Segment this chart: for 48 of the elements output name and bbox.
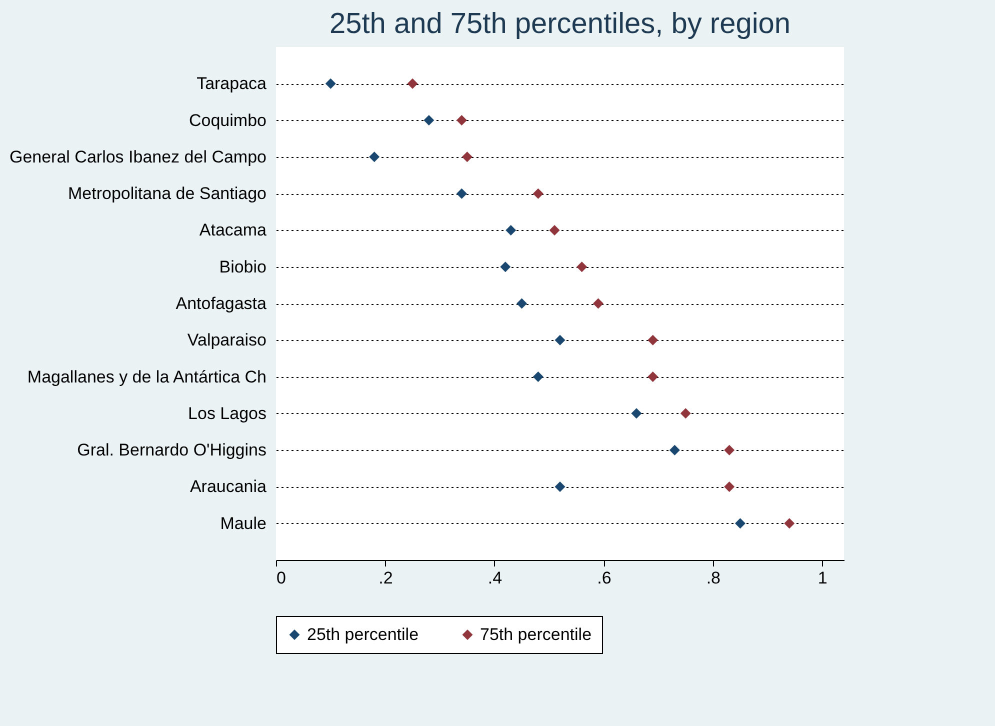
point: [532, 372, 544, 382]
legend-label: 75th percentile: [480, 624, 592, 644]
point: [325, 78, 336, 89]
point: [724, 444, 735, 456]
point: [516, 298, 528, 309]
y-tick-label: Maule: [220, 514, 266, 533]
y-tick-label: Araucania: [190, 477, 268, 496]
point: [369, 152, 380, 162]
y-tick-label: General Carlos Ibanez del Campo: [9, 147, 266, 166]
y-tick-label: Metropolitana de Santiago: [68, 184, 266, 204]
y-tick-label: Atacama: [199, 220, 268, 240]
chart-title: 25th and 75th percentiles, by region: [329, 8, 791, 40]
point: [631, 408, 642, 419]
y-tick-label: Valparaiso: [187, 330, 266, 350]
point: [576, 262, 588, 272]
y-tick-label: Tarapaca: [196, 74, 268, 94]
point: [407, 78, 418, 89]
point: [549, 224, 560, 236]
y-tick-label: Antofagasta: [176, 294, 268, 313]
point: [592, 298, 604, 309]
point: [554, 334, 566, 346]
point: [500, 262, 511, 272]
y-tick-label: Coquimbo: [189, 110, 266, 130]
point: [456, 188, 467, 199]
point: [648, 372, 658, 382]
x-tick-label: .4: [488, 568, 502, 588]
point: [669, 444, 680, 456]
x-tick-label: 1: [818, 568, 828, 588]
point: [456, 115, 467, 126]
y-tick-label: Gral. Bernardo O'Higgins: [77, 440, 266, 460]
point: [648, 334, 658, 346]
y-tick-label: Magallanes y de la Antártica Ch: [27, 367, 266, 386]
point: [724, 481, 735, 492]
legend-label: 25th percentile: [307, 624, 419, 644]
point: [462, 152, 472, 162]
point: [506, 224, 516, 236]
x-tick-label: 0: [276, 568, 286, 588]
point: [680, 408, 691, 419]
point: [532, 188, 544, 199]
x-tick-label: .8: [706, 568, 721, 588]
y-tick-label: Biobio: [219, 257, 266, 276]
x-tick-label: .2: [378, 568, 393, 588]
point: [424, 115, 434, 126]
y-tick-label: Los Lagos: [188, 404, 266, 423]
point: [554, 481, 566, 492]
point: [734, 518, 746, 529]
x-tick-label: .6: [597, 568, 612, 588]
point: [784, 518, 795, 529]
